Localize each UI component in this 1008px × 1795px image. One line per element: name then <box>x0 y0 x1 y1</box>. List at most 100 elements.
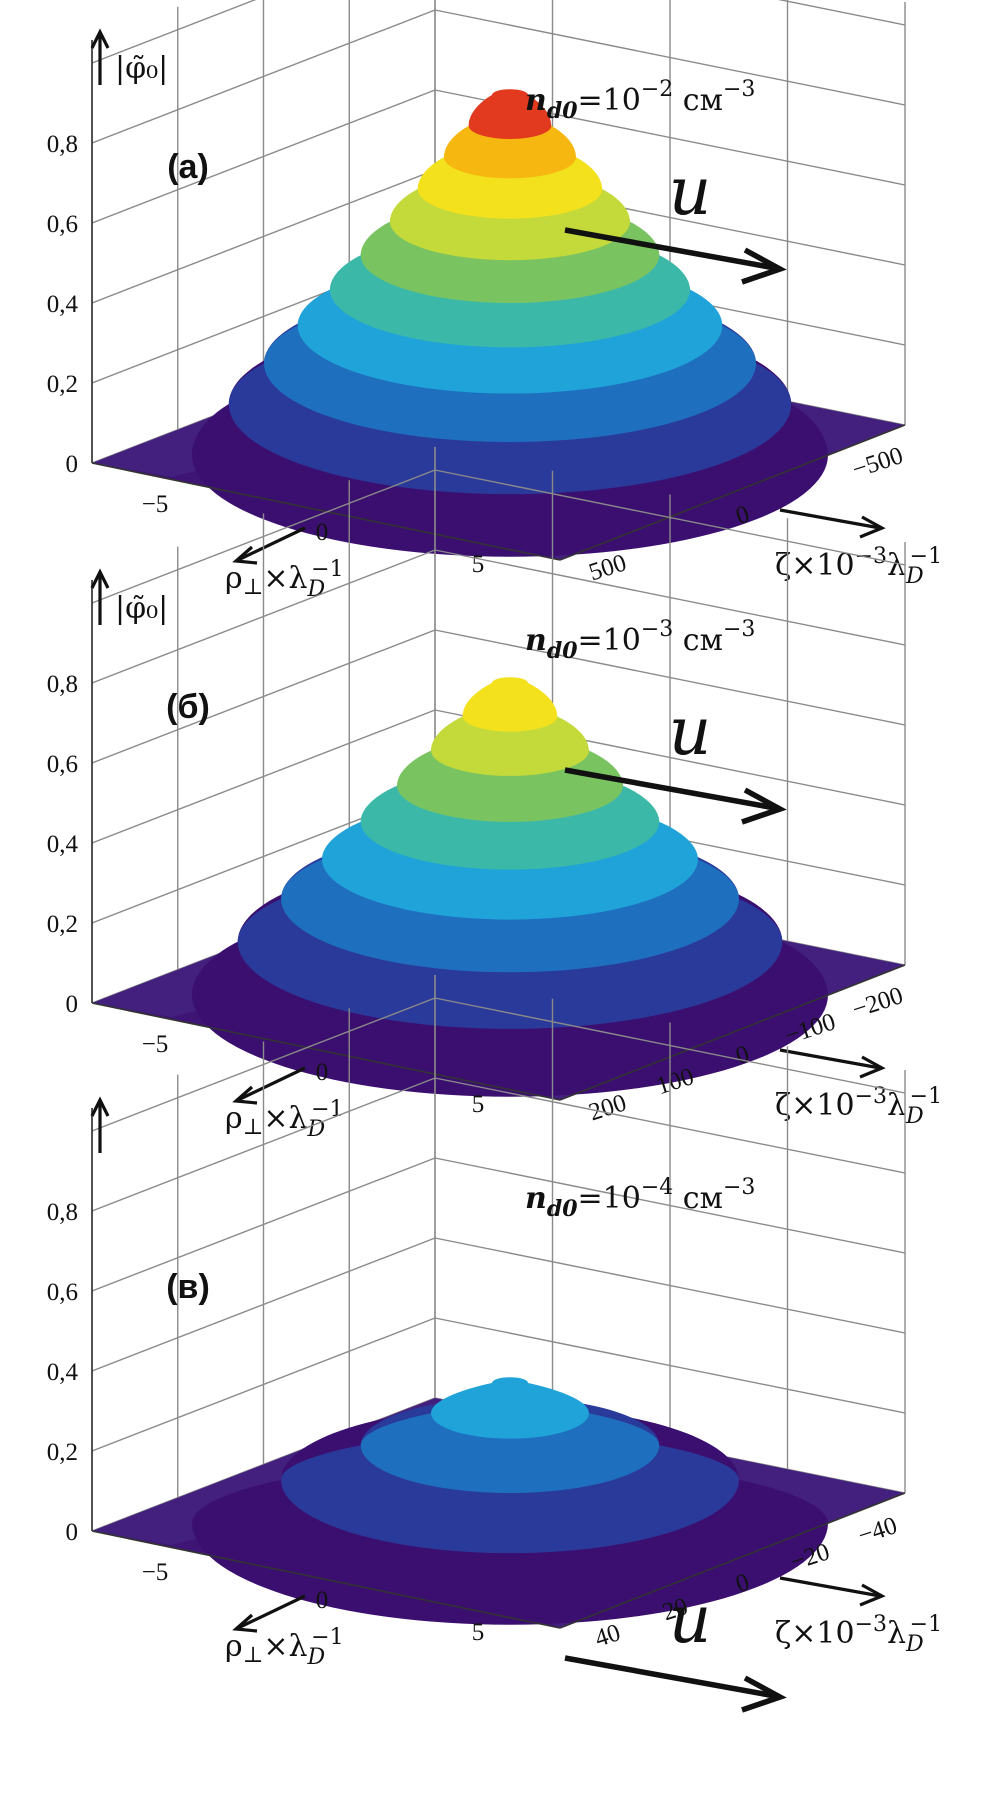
grid-back-walls <box>91 975 906 1532</box>
density-label: nd0=10−4 см−3 <box>525 1175 755 1222</box>
rho-tick-label: −5 <box>142 1559 169 1586</box>
rho-axis-title-part: ρ <box>225 1629 243 1664</box>
grid-line <box>777 0 906 26</box>
zeta-tick-label: 40 <box>592 1619 624 1652</box>
density-label-part: см <box>673 1181 723 1216</box>
density-label-part: −3 <box>723 1175 755 1200</box>
surface-peak-cap <box>490 1380 530 1394</box>
rho-axis-arrowhead <box>232 1085 258 1105</box>
density-label-part: −4 <box>641 1175 673 1200</box>
density-label-part: d0 <box>547 1196 578 1222</box>
surface-band <box>462 677 558 732</box>
rho-axis-title-part: ρ <box>225 561 243 596</box>
rho-axis-title: ρ⊥×λD−1 <box>225 1097 344 1142</box>
zeta-axis-arrowhead <box>859 1583 886 1607</box>
rho-tick-label: 0 <box>316 519 329 546</box>
velocity-label: u <box>669 693 712 770</box>
zeta-axis-arrow <box>779 508 881 530</box>
z-axis-title: |φ̃₀| <box>115 51 168 86</box>
surface-panel-1: 0 0,2 0,4 0,6 0,8 |φ̃₀| −5 0 5 ρ⊥×λD−1 500 0 −500 ζ×1… <box>0 0 1008 602</box>
zeta-axis-line <box>559 424 906 561</box>
zeta-axis-arrowhead <box>859 515 886 539</box>
panel-label: (б) <box>166 688 210 726</box>
z-tick-label: 0,8 <box>47 1199 78 1226</box>
rho-axis-arrowhead <box>232 545 258 565</box>
zeta-axis-title-part: D <box>905 564 924 589</box>
rho-axis-title-part: ⊥ <box>243 1643 264 1668</box>
rho-axis-arrowhead <box>232 1613 258 1633</box>
z-axis-arrowhead <box>90 28 110 49</box>
zeta-axis-arrowhead <box>859 1055 886 1079</box>
velocity-arrowhead <box>741 787 787 825</box>
zeta-axis-title-part: λ <box>887 1088 906 1123</box>
velocity-arrowhead <box>741 1675 787 1713</box>
z-tick-label: 0,4 <box>47 831 79 858</box>
surface-band <box>468 89 552 140</box>
zeta-axis-title-part: λ <box>887 1616 906 1651</box>
zeta-axis-line <box>559 1492 906 1629</box>
rho-axis-title-part: ρ <box>225 1101 243 1136</box>
rho-tick-labels: −5 0 5 <box>142 1031 485 1118</box>
rho-axis-title-part: ⊥ <box>243 1115 264 1140</box>
z-axis-arrowhead <box>90 568 110 589</box>
density-label-part: n <box>525 623 547 658</box>
density-label-part: =10 <box>578 83 641 118</box>
zeta-axis-title-part: D <box>905 1632 924 1657</box>
zeta-tick-label: −500 <box>849 442 906 484</box>
rho-tick-label: 5 <box>472 1091 485 1118</box>
density-label-part: −3 <box>723 617 755 642</box>
rho-axis-title: ρ⊥×λD−1 <box>225 557 344 602</box>
surface-band <box>431 1377 589 1439</box>
z-axis-arrowhead <box>90 1096 110 1117</box>
velocity-arrow <box>564 1655 776 1699</box>
density-label-part: d0 <box>547 638 578 664</box>
rho-axis-line <box>91 1002 561 1101</box>
z-tick-labels: 0 0,2 0,4 0,6 0,8 <box>47 131 79 478</box>
surface-peak <box>192 677 828 1097</box>
density-label-part: n <box>525 83 547 118</box>
zeta-axis-arrow <box>779 1576 881 1598</box>
rho-axis-title-part: ⊥ <box>243 575 264 600</box>
zeta-axis-title-part: D <box>905 1104 924 1129</box>
density-label-part: d0 <box>547 98 578 124</box>
z-tick-label: 0,6 <box>47 211 78 238</box>
density-label-part: −3 <box>641 617 673 642</box>
panel-label: (в) <box>166 1268 210 1306</box>
z-tick-label: 0 <box>66 451 79 478</box>
zeta-tick-label: −200 <box>849 982 906 1024</box>
zeta-axis-title: ζ×10−3λD−1 <box>775 1612 942 1657</box>
zeta-tick-label: −40 <box>855 1512 901 1550</box>
grid-line <box>91 0 257 64</box>
density-label-part: n <box>525 1181 547 1216</box>
surface-peak <box>192 1377 828 1625</box>
density-label-part: −2 <box>641 77 673 102</box>
rho-tick-label: 0 <box>316 1059 329 1086</box>
panel-label: (а) <box>167 148 209 186</box>
density-label-part: см <box>673 623 723 658</box>
rho-axis-title-part: D <box>307 577 326 602</box>
z-tick-label: 0,6 <box>47 751 78 778</box>
z-tick-label: 0,2 <box>47 1439 78 1466</box>
rho-axis-title-part: −1 <box>311 1625 343 1650</box>
rho-axis-title-part: ×λ <box>263 1629 307 1664</box>
surface-panel-3: 0 0,2 0,4 0,6 0,8 −5 0 5 ρ⊥×λD−1 40 20 0 −20 −40 ζ×10−… <box>0 975 1008 1713</box>
rho-axis-arrow <box>237 1066 306 1102</box>
z-tick-labels: 0 0,2 0,4 0,6 0,8 <box>47 1199 79 1546</box>
z-tick-label: 0 <box>66 1519 79 1546</box>
rho-axis-title-part: −1 <box>311 557 343 582</box>
surface-panel-2: 0 0,2 0,4 0,6 0,8 |φ̃₀| −5 0 5 ρ⊥×λD−1 200 100 0 −100… <box>0 447 1008 1142</box>
zeta-axis-title-part: −1 <box>910 544 942 569</box>
z-tick-label: 0,8 <box>47 131 78 158</box>
rho-axis-title: ρ⊥×λD−1 <box>225 1625 344 1670</box>
velocity-arrow <box>564 227 776 271</box>
rho-tick-label: 0 <box>316 1587 329 1614</box>
z-tick-labels: 0 0,2 0,4 0,6 0,8 <box>47 671 79 1018</box>
density-label-part: =10 <box>578 1181 641 1216</box>
velocity-label: u <box>669 1581 712 1658</box>
zeta-axis-line <box>559 964 906 1101</box>
zeta-axis-title-part: λ <box>887 548 906 583</box>
rho-tick-labels: −5 0 5 <box>142 1559 485 1646</box>
density-label-part: см <box>673 83 723 118</box>
